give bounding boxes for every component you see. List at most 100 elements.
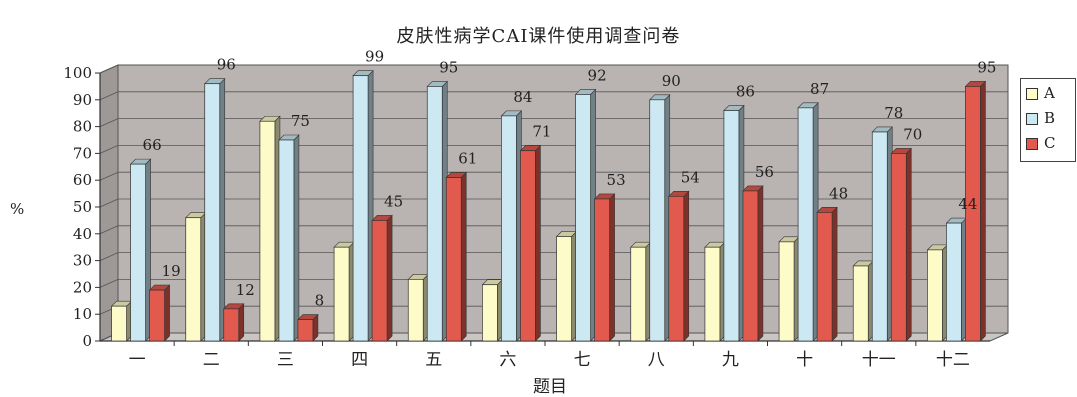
bar-b — [204, 83, 221, 342]
data-label-b: 87 — [810, 80, 829, 98]
legend-swatch-a — [1026, 88, 1038, 100]
x-tick-label: 十二 — [936, 350, 970, 370]
data-label-c: 71 — [532, 123, 551, 141]
grid-line-diag — [99, 252, 119, 261]
bar-c-side — [460, 171, 467, 342]
bar-c-side — [905, 147, 912, 342]
bar-a — [927, 249, 943, 342]
bar-b — [575, 94, 591, 342]
grid-line-diag — [99, 145, 119, 154]
bar-c-side — [757, 185, 764, 342]
bar-a — [482, 284, 498, 342]
y-tick-label: 60 — [73, 171, 92, 189]
bar-c-side — [386, 214, 393, 342]
bar-c — [965, 86, 981, 342]
data-label-b: 75 — [291, 112, 310, 130]
x-tick-label: 八 — [648, 350, 665, 370]
x-tick-label: 十 — [796, 350, 813, 370]
chart-title: 皮肤性病学CAI课件使用调查问卷 — [396, 26, 681, 47]
legend-swatch-b — [1026, 113, 1038, 125]
bar-c — [297, 319, 314, 342]
grid-line-diag — [99, 171, 119, 181]
bar-b — [130, 163, 146, 342]
y-tick-label: 10 — [73, 305, 92, 323]
bar-b-side — [293, 134, 300, 342]
bar-b — [797, 107, 814, 342]
data-label-b: 66 — [143, 136, 162, 154]
bar-c — [371, 220, 388, 342]
bar-b — [649, 99, 666, 342]
data-label-c: 12 — [236, 281, 255, 299]
x-tick-label: 十一 — [862, 350, 896, 370]
data-label-c: 54 — [681, 168, 700, 186]
bar-c-side — [535, 144, 541, 342]
bar-c — [445, 177, 462, 342]
y-tick-label: 100 — [63, 64, 92, 82]
legend-label-a: A — [1044, 84, 1055, 102]
y-tick-label: 30 — [73, 252, 92, 270]
bar-a — [852, 265, 869, 342]
data-label-b: 92 — [588, 66, 607, 84]
data-label-c: 56 — [755, 163, 774, 181]
data-label-c: 61 — [458, 150, 477, 168]
bar-a — [333, 246, 350, 342]
x-tick-label: 二 — [203, 350, 220, 370]
grid-line-diag — [99, 279, 119, 288]
x-axis-label: 题目 — [533, 377, 567, 397]
x-tick-label: 六 — [499, 350, 516, 370]
bar-c — [149, 289, 165, 342]
data-label-b: 95 — [439, 58, 458, 76]
data-label-b: 86 — [736, 83, 755, 101]
y-tick-label: 40 — [73, 225, 92, 243]
y-tick-label: 80 — [73, 118, 92, 136]
bar-b — [278, 139, 295, 342]
grid-line-diag — [99, 198, 119, 208]
legend-label-c: C — [1044, 134, 1056, 152]
y-axis-label: % — [10, 200, 25, 218]
bar-a — [407, 279, 424, 342]
data-label-c: 19 — [162, 262, 181, 280]
bar-b — [352, 75, 369, 342]
grid-line-diag — [99, 225, 119, 235]
bar-a — [630, 246, 647, 342]
bar-c — [520, 150, 536, 342]
data-label-c: 70 — [903, 125, 922, 143]
bar-b — [426, 86, 443, 342]
y-tick-label: 20 — [73, 278, 92, 296]
x-tick-label: 一 — [129, 350, 146, 370]
x-tick-label: 五 — [425, 350, 442, 370]
bar-b — [946, 222, 962, 342]
grid-line-diag — [99, 91, 119, 101]
y-tick-label: 90 — [73, 91, 92, 109]
bar-c-side — [609, 193, 615, 342]
data-label-b: 78 — [884, 104, 903, 122]
data-label-c: 45 — [384, 192, 403, 210]
bar-a — [259, 120, 276, 342]
bar-c-side — [831, 206, 838, 342]
bar-a — [778, 241, 795, 342]
data-label-b: 90 — [662, 72, 681, 90]
y-tick-label: 70 — [73, 144, 92, 162]
bar-c — [816, 212, 833, 342]
bar-a — [704, 246, 721, 342]
bar-b — [501, 115, 517, 342]
bar-c-side — [164, 284, 170, 342]
bar-a — [185, 217, 202, 342]
data-label-c: 95 — [977, 58, 996, 76]
bar-c — [742, 190, 759, 342]
bar-c-side — [980, 80, 986, 342]
x-tick-label: 九 — [722, 350, 739, 370]
legend-label-b: B — [1044, 109, 1056, 127]
bar-c-side — [238, 303, 245, 342]
x-tick-label: 七 — [574, 350, 591, 370]
y-tick-label: 50 — [73, 198, 92, 216]
data-label-b: 84 — [513, 88, 532, 106]
legend-swatch-c — [1026, 138, 1038, 150]
x-tick-label: 四 — [351, 350, 368, 370]
data-label-c: 53 — [607, 171, 626, 189]
data-label-b: 99 — [365, 48, 384, 66]
bar-a — [111, 305, 127, 342]
bar-c — [668, 195, 685, 342]
y-tick-label: 0 — [82, 332, 92, 350]
